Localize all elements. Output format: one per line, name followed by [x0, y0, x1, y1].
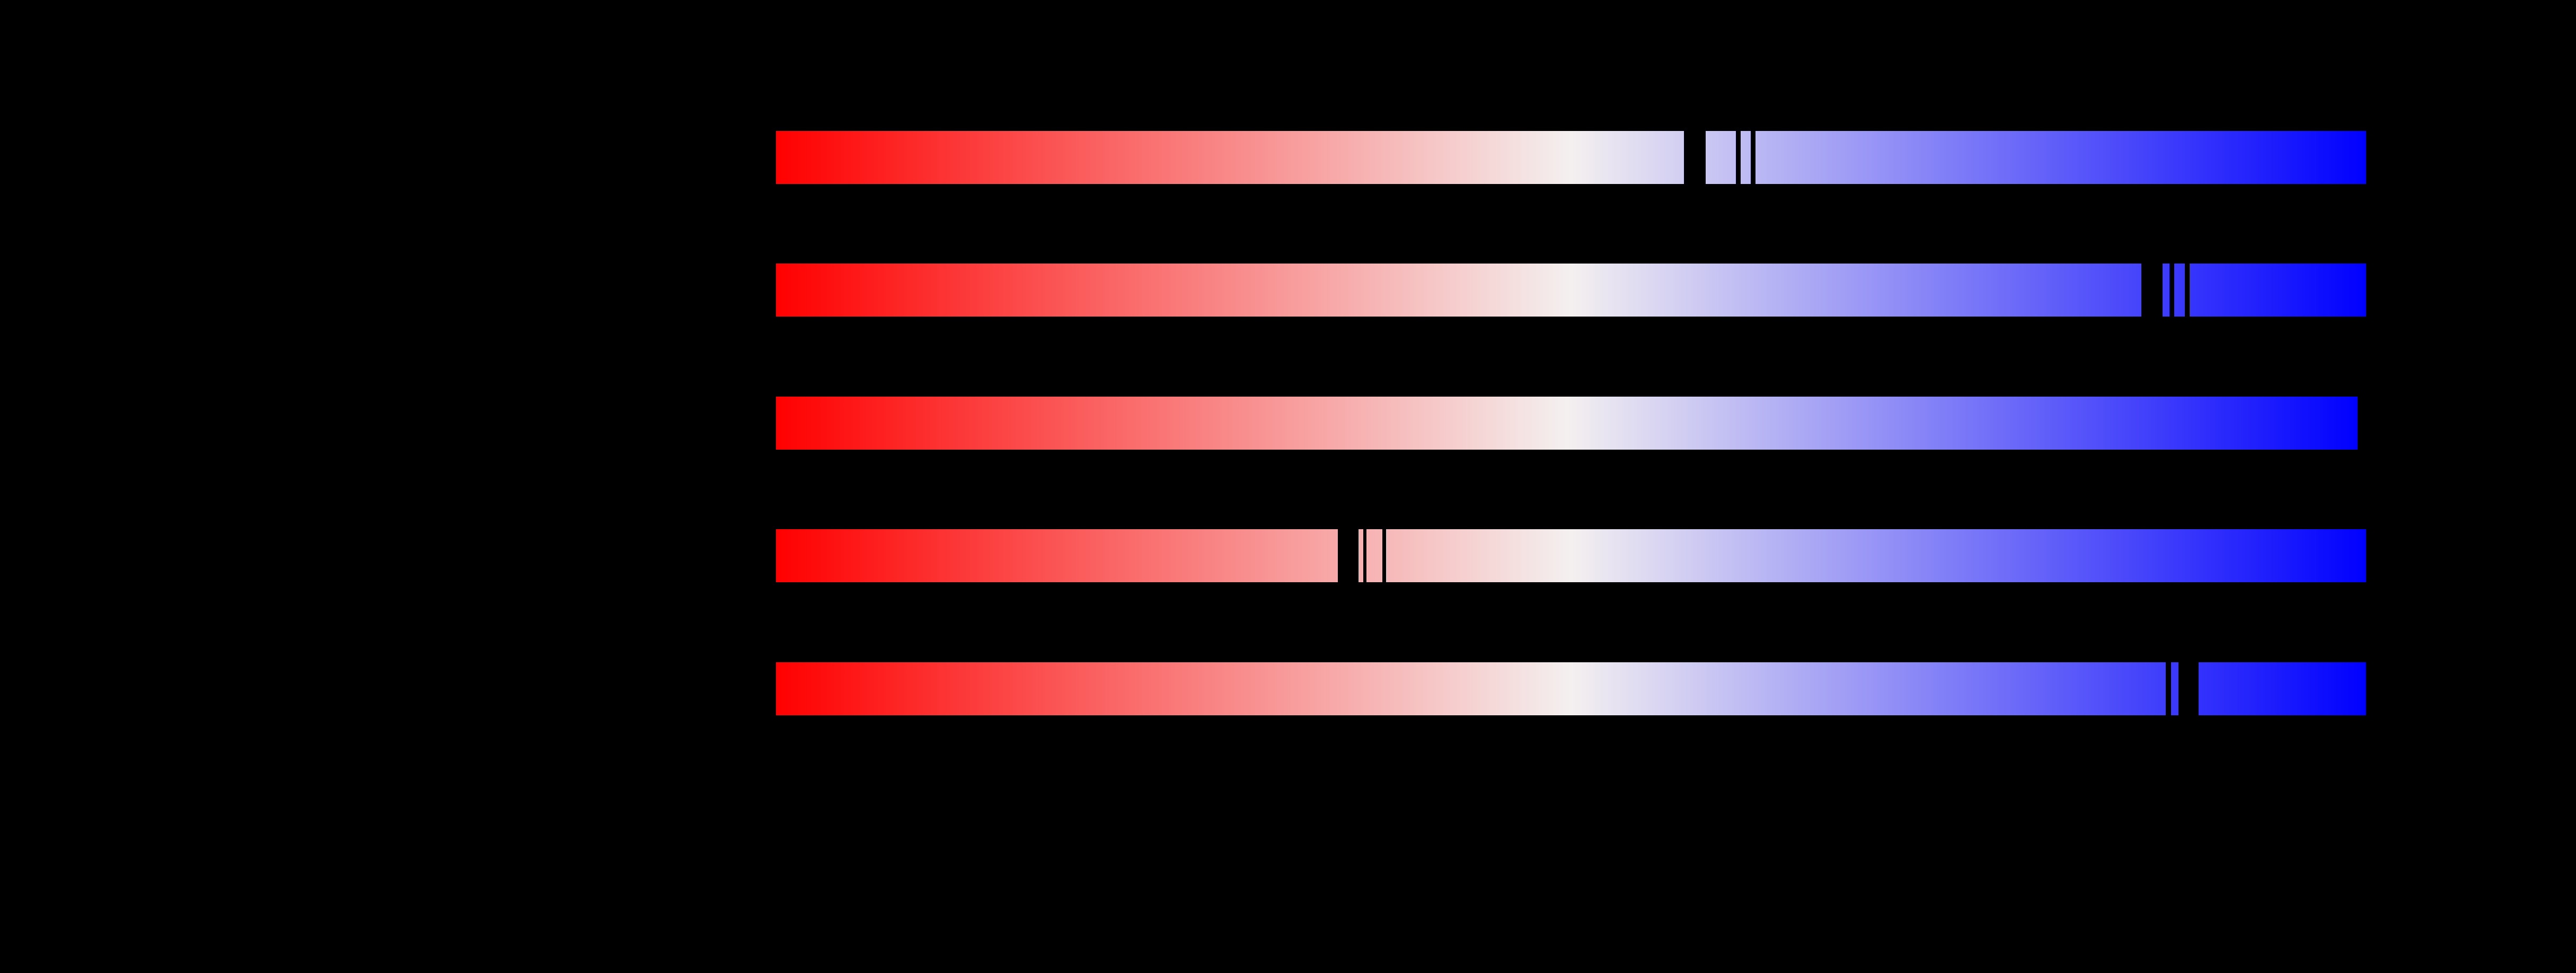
marker-tick-thin	[1382, 529, 1386, 582]
marker-tick-thin	[1736, 131, 1741, 184]
marker-tick-thin	[2185, 264, 2190, 317]
marker-tick-thick	[2178, 662, 2199, 715]
marker-tick-thick	[1338, 529, 1358, 582]
gradient-bar-row-1	[776, 131, 2366, 184]
gradient-bar-row-5	[776, 662, 2366, 715]
marker-tick-thin	[1751, 131, 1755, 184]
gradient-bar-row-3	[776, 397, 2358, 450]
gradient-bar-row-2	[776, 264, 2366, 317]
marker-tick-thin	[1363, 529, 1366, 582]
marker-tick-thin	[2166, 662, 2171, 715]
marker-tick-thin	[2169, 264, 2174, 317]
marker-tick-thick	[1684, 131, 1706, 184]
marker-tick-thick	[2141, 264, 2163, 317]
gradient-bar-row-4	[776, 529, 2366, 582]
